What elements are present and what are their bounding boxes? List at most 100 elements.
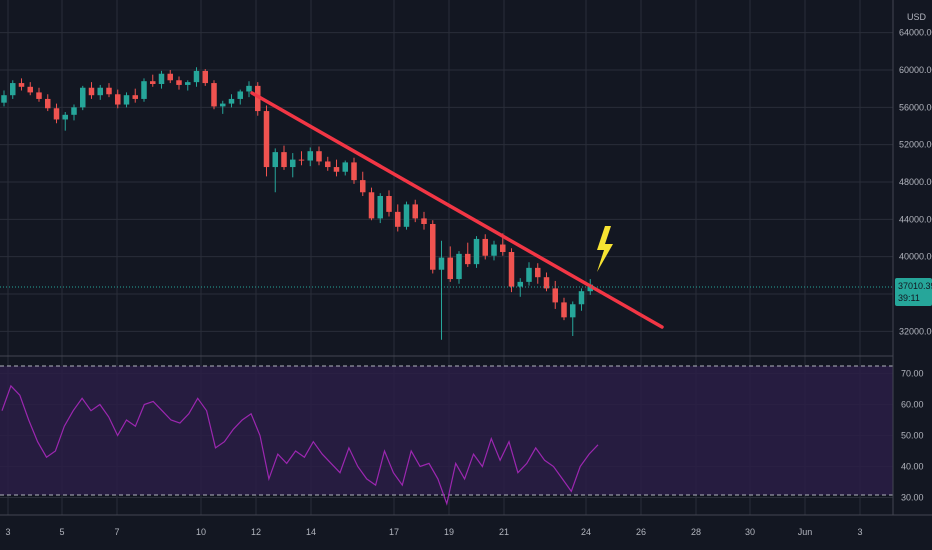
candle-body: [535, 267, 541, 278]
candle: [552, 280, 558, 309]
candle-body: [438, 257, 445, 270]
candle-body: [10, 83, 16, 96]
candles: [1, 67, 593, 340]
price-tick-label: 52000.00: [899, 140, 932, 150]
candle: [1, 90, 7, 107]
candle-body: [263, 111, 270, 168]
candle-body: [176, 80, 182, 85]
time-tick-label: 14: [306, 527, 316, 537]
candle: [526, 262, 532, 286]
candle: [325, 156, 331, 171]
candle-body: [106, 87, 112, 95]
candle: [237, 89, 243, 105]
candle-body: [482, 238, 488, 256]
candle: [377, 193, 383, 224]
price-tick-label: 60000.00: [899, 65, 932, 75]
candle-body: [473, 238, 480, 265]
candle-body: [27, 86, 33, 93]
candle-body: [36, 92, 42, 99]
time-tick-label: 10: [196, 527, 206, 537]
rsi-tick-label: 60.00: [901, 400, 924, 410]
candle: [290, 153, 296, 178]
candle: [561, 297, 567, 321]
candle: [246, 81, 252, 98]
candle-body: [53, 108, 60, 120]
candle: [45, 94, 51, 112]
time-tick-label: Jun: [798, 527, 813, 537]
candle-body: [395, 211, 401, 227]
candle: [53, 103, 60, 124]
candle: [263, 105, 270, 177]
candle: [570, 301, 576, 336]
rsi-tick-label: 70.00: [901, 369, 924, 379]
rsi-line: [1, 384, 599, 506]
rsi-tick-label: 50.00: [901, 431, 924, 441]
candle: [272, 148, 278, 193]
candle: [360, 171, 366, 196]
candle-body: [325, 161, 331, 168]
candle: [106, 83, 112, 98]
rsi-pane[interactable]: [0, 365, 893, 506]
candle: [80, 85, 86, 111]
candle-body: [447, 257, 453, 280]
candle: [368, 187, 375, 221]
candle-body: [185, 82, 191, 85]
rsi-band: [0, 366, 893, 495]
candle: [36, 87, 42, 102]
time-tick-label: 12: [251, 527, 261, 537]
candle: [211, 80, 217, 110]
candle-body: [508, 252, 515, 287]
time-tick-label: 28: [691, 527, 701, 537]
time-tick-label: 5: [59, 527, 64, 537]
candle: [473, 236, 480, 268]
candle: [430, 220, 436, 274]
candle: [412, 199, 418, 223]
candle: [403, 201, 410, 230]
candle: [141, 78, 147, 102]
candle: [97, 84, 103, 100]
countdown-label: 39:11: [898, 293, 920, 303]
candle-body: [526, 267, 532, 282]
time-axis[interactable]: 3 5 7 10 12 14 17 19 21 24 26 28 30 Jun 3: [0, 514, 932, 550]
candle: [543, 272, 550, 292]
candle: [438, 240, 445, 340]
candle-body: [377, 196, 383, 219]
candle: [10, 80, 16, 99]
trendline[interactable]: [250, 91, 664, 329]
lightning-icon: [597, 226, 613, 272]
candle-body: [578, 291, 585, 305]
candle: [132, 88, 138, 103]
candle: [342, 160, 348, 176]
candle: [281, 145, 287, 170]
candle-body: [167, 73, 173, 81]
candle-body: [491, 244, 497, 256]
candle-body: [290, 159, 296, 168]
candle: [535, 263, 541, 284]
candle-body: [403, 204, 410, 227]
candle-body: [351, 162, 357, 181]
candle-body: [255, 85, 261, 112]
candle: [193, 67, 200, 87]
candle: [115, 89, 121, 109]
candle-body: [115, 94, 121, 105]
time-tick-label: 17: [389, 527, 399, 537]
candle: [185, 80, 191, 91]
candle-body: [307, 151, 313, 161]
candle: [176, 76, 182, 90]
candle: [517, 278, 523, 297]
candle: [395, 204, 401, 232]
candle: [421, 211, 427, 230]
candle-body: [193, 70, 200, 83]
candle-body: [80, 87, 86, 108]
candle-body: [246, 85, 252, 92]
price-axis[interactable]: USD 64000.00 60000.00 56000.00 52000.00 4800…: [892, 0, 932, 515]
candle: [456, 251, 462, 284]
candle: [491, 240, 497, 261]
candle-body: [517, 281, 523, 287]
candle: [62, 112, 68, 131]
candle: [88, 82, 95, 99]
currency-label: USD: [907, 12, 927, 22]
candle-body: [88, 87, 95, 96]
candle-body: [281, 152, 287, 168]
